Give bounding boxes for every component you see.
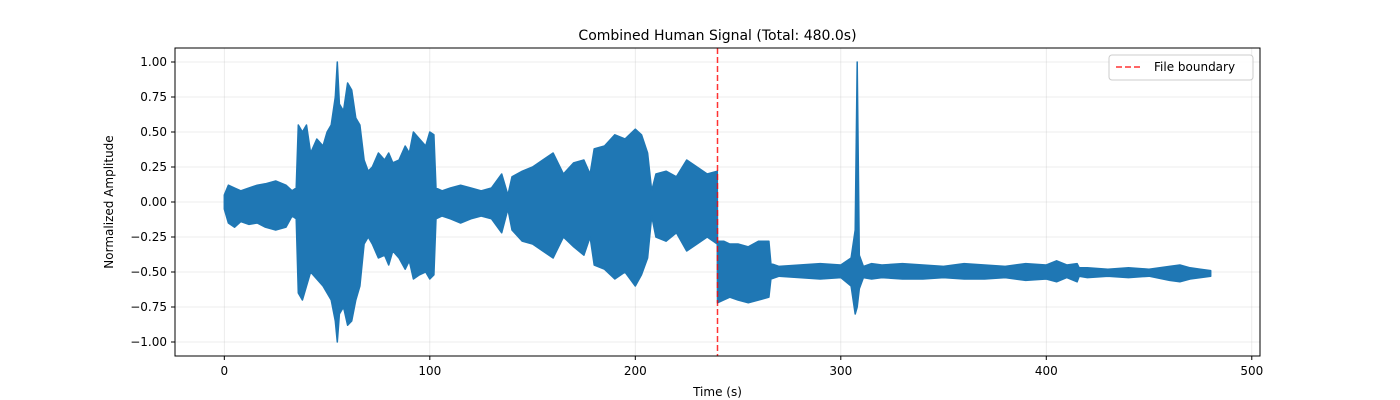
- x-tick-label: 300: [829, 364, 852, 378]
- x-tick-label: 500: [1240, 364, 1263, 378]
- data-layer: [223, 48, 1212, 356]
- y-tick-label: 0.00: [140, 195, 167, 209]
- y-axis-label: Normalized Amplitude: [102, 135, 116, 268]
- y-tick-label: −0.75: [130, 300, 167, 314]
- y-tick-label: 1.00: [140, 55, 167, 69]
- legend: File boundary: [1108, 54, 1254, 81]
- legend-box: [1108, 54, 1254, 81]
- x-axis-label: Time (s): [692, 385, 742, 399]
- y-tick-label: 0.75: [140, 90, 167, 104]
- chart-title: Combined Human Signal (Total: 480.0s): [578, 28, 856, 44]
- y-tick-label: −0.50: [130, 265, 167, 279]
- y-tick-label: −0.25: [130, 230, 167, 244]
- axis-layer: 0 100 200 300 400 500 1.00 0.75 0.50 0.25 0.00 −0.2…: [130, 55, 1263, 378]
- x-tick-label: 100: [418, 364, 441, 378]
- y-tick-label: 0.25: [140, 160, 167, 174]
- signal-envelope-series: [223, 61, 1212, 343]
- x-tick-label: 200: [624, 364, 647, 378]
- y-tick-label: −1.00: [130, 335, 167, 349]
- x-tick-label: 0: [220, 364, 228, 378]
- x-tick-label: 400: [1035, 364, 1058, 378]
- y-tick-label: 0.50: [140, 125, 167, 139]
- legend-boundary-label: File boundary: [1154, 60, 1235, 74]
